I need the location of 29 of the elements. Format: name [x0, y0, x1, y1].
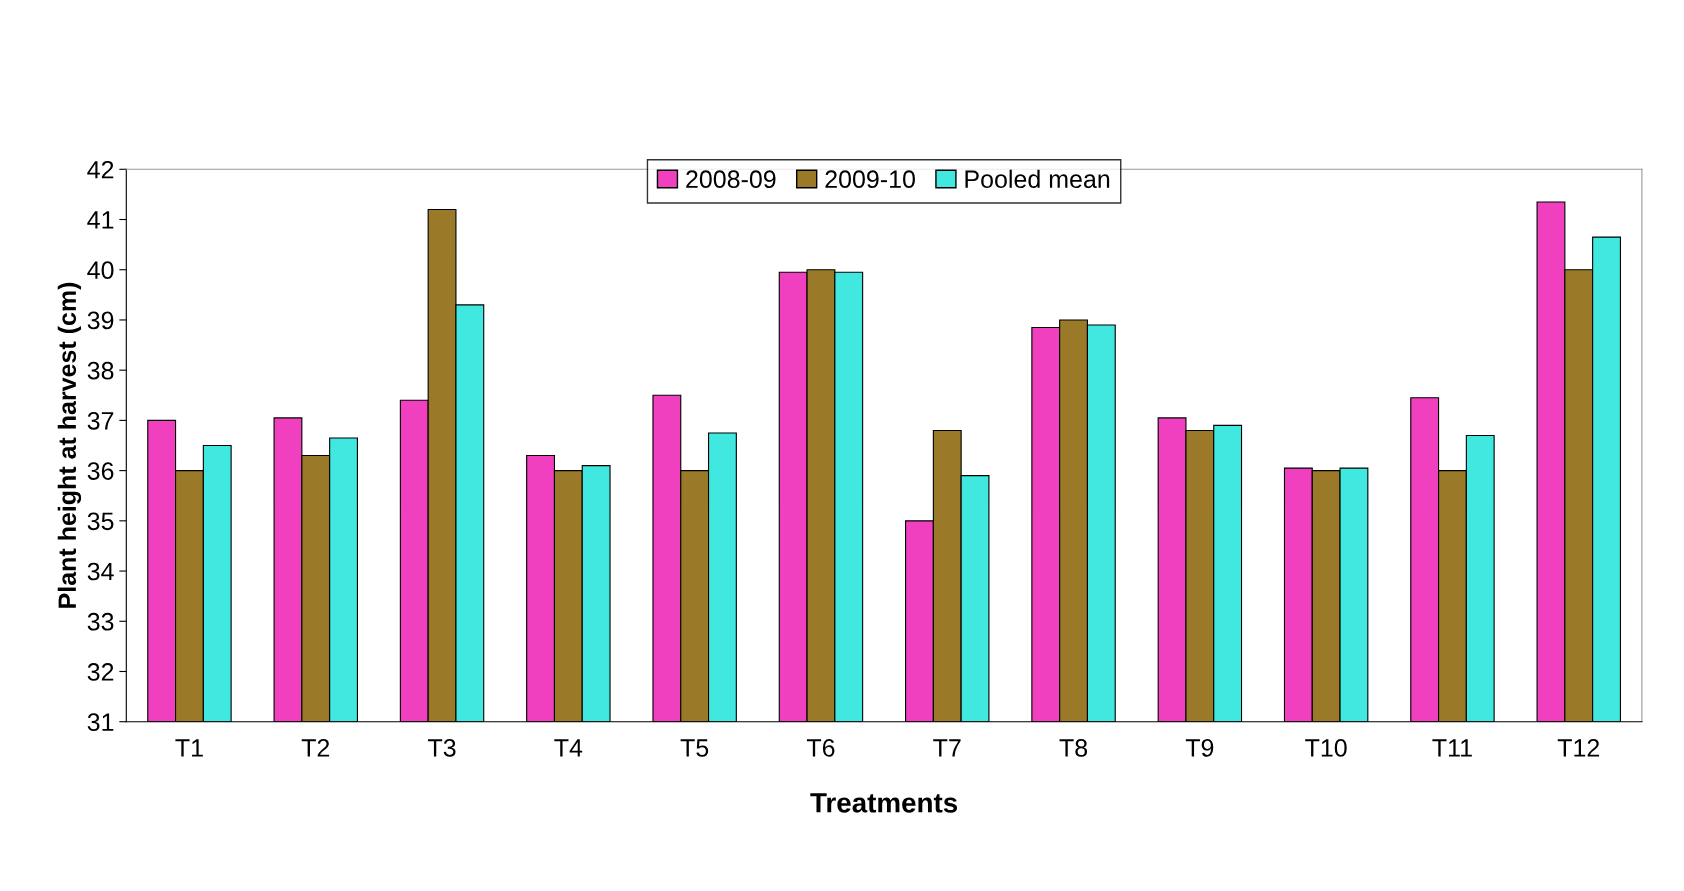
x-tick-label: T6 [806, 739, 835, 757]
y-tick-label: 32 [87, 663, 114, 681]
y-tick-label: 34 [87, 562, 114, 581]
x-tick-label: T11 [1432, 739, 1472, 757]
x-tick-label: T9 [1185, 739, 1214, 757]
y-tick-label: 35 [87, 512, 114, 531]
y-tick-label: 42 [87, 160, 114, 179]
y-tick-label: 41 [87, 211, 114, 229]
y-tick-label: 33 [87, 612, 114, 631]
x-tick-label: T12 [1557, 739, 1600, 757]
x-tick-label: T1 [175, 739, 203, 757]
x-axis-title: Treatments [810, 793, 958, 813]
x-tick-label: T8 [1059, 739, 1088, 757]
x-tick-label: T3 [428, 739, 456, 757]
y-tick-label: 37 [87, 411, 114, 430]
y-axis-title: Plant height at harvest (cm) [57, 282, 82, 608]
legend-label: 2008-09 [686, 170, 776, 189]
x-tick-label: T5 [680, 739, 709, 757]
y-tick-label: 39 [87, 311, 114, 330]
x-tick-label: T10 [1305, 739, 1347, 757]
y-tick-label: 31 [87, 713, 114, 732]
legend-label: Pooled mean [965, 169, 1110, 189]
y-tick-label: 36 [87, 462, 114, 480]
x-tick-label: T7 [933, 739, 961, 757]
legend-label: 2009-10 [825, 170, 915, 189]
y-tick-label: 40 [87, 261, 114, 280]
x-tick-label: T2 [301, 739, 330, 757]
y-tick-label: 38 [87, 361, 114, 380]
x-tick-label: T4 [554, 739, 583, 757]
